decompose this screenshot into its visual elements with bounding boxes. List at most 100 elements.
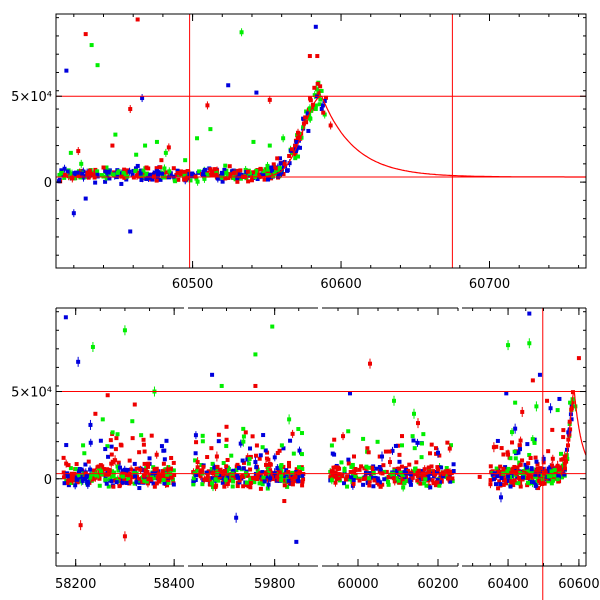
data-point: [501, 466, 506, 471]
data-point: [257, 456, 262, 461]
data-point: [533, 455, 538, 460]
data-point: [119, 181, 124, 186]
data-point: [385, 479, 390, 484]
data-point: [144, 171, 149, 176]
data-point: [361, 482, 366, 487]
data-point: [525, 442, 530, 447]
data-point: [367, 476, 372, 481]
data-point: [216, 478, 221, 483]
data-point: [219, 175, 224, 180]
data-point: [148, 476, 153, 481]
data-point: [132, 474, 137, 479]
data-point: [88, 422, 93, 427]
data-point: [275, 466, 280, 471]
data-point: [213, 467, 218, 472]
data-point: [172, 178, 177, 183]
data-point: [216, 439, 221, 444]
data-point: [516, 475, 521, 480]
data-point: [137, 476, 142, 481]
data-point: [225, 172, 230, 177]
data-point: [300, 473, 305, 478]
data-point: [258, 486, 263, 491]
data-point: [521, 475, 526, 480]
data-point: [83, 32, 88, 37]
data-point: [540, 477, 545, 482]
data-point: [287, 161, 292, 166]
data-point: [73, 483, 78, 488]
data-point: [77, 469, 82, 474]
data-point: [542, 481, 547, 486]
data-point: [159, 158, 164, 163]
data-point: [313, 107, 318, 112]
data-point: [61, 475, 66, 480]
data-point: [392, 398, 396, 403]
data-point: [426, 469, 431, 474]
data-point: [248, 480, 253, 485]
data-point: [208, 482, 213, 487]
data-point: [146, 461, 151, 466]
data-point: [318, 84, 323, 89]
data-point: [388, 460, 392, 465]
data-point: [366, 450, 371, 455]
data-point: [144, 479, 149, 484]
data-point: [329, 469, 334, 474]
data-point: [534, 459, 539, 464]
data-point: [393, 443, 398, 448]
data-point: [349, 475, 354, 480]
data-point: [383, 449, 388, 454]
data-point: [154, 452, 159, 457]
data-point: [301, 121, 306, 126]
data-point: [125, 168, 130, 173]
data-point: [357, 467, 362, 472]
data-point: [243, 167, 248, 172]
data-point: [533, 472, 538, 477]
model-curve: [557, 390, 586, 475]
data-point: [422, 467, 427, 472]
data-point: [562, 472, 567, 477]
x-tick-label: 58200: [55, 577, 96, 592]
data-point: [501, 478, 506, 483]
data-point: [435, 465, 440, 470]
data-point: [315, 54, 320, 59]
data-point: [222, 484, 227, 489]
data-point: [98, 469, 103, 474]
data-point: [537, 478, 542, 483]
data-point: [214, 172, 219, 177]
data-point: [553, 470, 558, 475]
data-point: [100, 464, 105, 469]
data-point: [374, 466, 379, 471]
data-point: [367, 479, 372, 484]
data-point: [398, 470, 403, 475]
data-point: [154, 481, 159, 486]
data-point: [297, 448, 302, 453]
data-point: [450, 479, 455, 484]
data-point: [92, 175, 97, 180]
data-point: [328, 123, 333, 128]
data-point: [75, 477, 80, 482]
data-point: [183, 158, 188, 163]
data-point: [290, 470, 295, 475]
data-point: [254, 453, 259, 458]
data-point: [497, 479, 502, 484]
data-point: [435, 477, 440, 482]
data-point: [546, 449, 551, 454]
data-point: [90, 344, 95, 349]
data-point: [235, 473, 240, 478]
data-point: [352, 454, 356, 459]
data-point: [559, 468, 564, 473]
data-point: [224, 437, 229, 442]
data-point: [394, 476, 399, 481]
data-point: [75, 480, 80, 485]
data-point: [168, 467, 173, 472]
data-point: [351, 469, 356, 474]
data-point: [64, 443, 69, 448]
data-point: [191, 476, 196, 481]
data-point: [516, 481, 521, 486]
data-point: [494, 466, 499, 471]
data-point: [253, 383, 258, 388]
data-point: [95, 172, 100, 177]
data-point: [372, 478, 377, 483]
data-point: [78, 523, 83, 528]
data-point: [300, 479, 305, 484]
data-point: [114, 480, 119, 485]
